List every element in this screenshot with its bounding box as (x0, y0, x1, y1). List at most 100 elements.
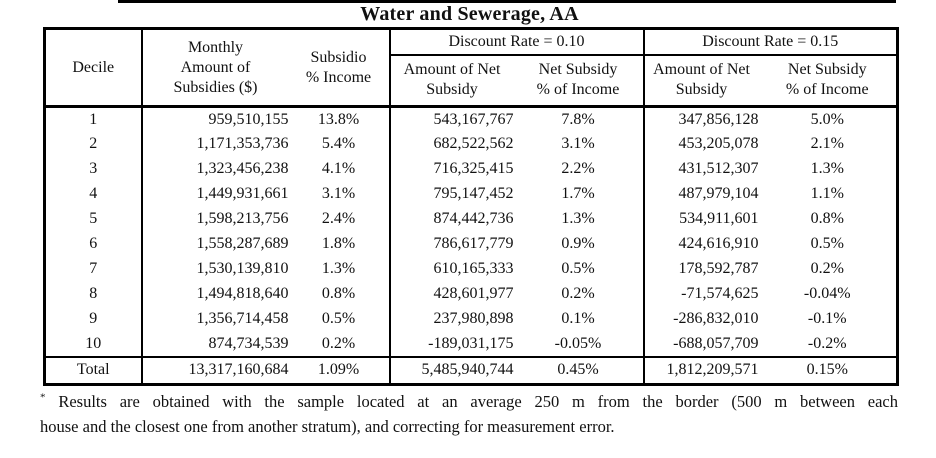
header-decile: Decile (44, 28, 142, 108)
footnote-text-1: Results are obtained with the sample loc… (58, 392, 899, 411)
table-row: 10 874,734,539 0.2% -189,031,175 -0.05% … (45, 331, 898, 357)
dr15-pct-cell: -0.1% (807, 310, 847, 327)
header-dr15-amount-net-subsidy: Amount of Net Subsidy (642, 54, 759, 108)
dr15-pct-cell: 0.8% (810, 210, 844, 227)
header-monthly-amount: Monthly Amount of Subsidies ($) (140, 28, 289, 108)
decile-cell: 3 (89, 160, 98, 177)
footnote: * Results are obtained with the sample l… (40, 389, 898, 439)
subsidio-pct-cell: 5.4% (321, 135, 356, 152)
dr10-amount-cell: 682,522,562 (388, 131, 514, 157)
dr15-pct-cell: 1.1% (810, 185, 844, 202)
dr15-pct-cell: 0.2% (810, 260, 844, 277)
total-dr10-pct-cell: 0.45% (513, 355, 644, 385)
header-subsidio-pct-income: Subsidio % Income (288, 28, 390, 108)
monthly-amount-cell: 1,449,931,661 (140, 181, 289, 207)
table-row: 8 1,494,818,640 0.8% 428,601,977 0.2% -7… (45, 281, 898, 307)
footnote-line-2: house and the closest one from another s… (40, 417, 615, 436)
dr10-amount-cell: 786,617,779 (388, 231, 514, 257)
dr15-pct-cell: 5.0% (810, 110, 844, 128)
table-body: 1 959,510,155 13.8% 543,167,767 7.8% 347… (44, 106, 898, 385)
dr10-amount-cell: -189,031,175 (388, 331, 514, 357)
header-dr10-net-subsidy-pct: Net Subsidy % of Income (513, 54, 644, 108)
dr10-pct-cell: -0.05% (554, 334, 602, 352)
monthly-amount-cell: 874,734,539 (140, 331, 289, 357)
decile-cell: 2 (89, 135, 98, 152)
footnote-marker: * (40, 391, 46, 404)
footnote-line-1: * Results are obtained with the sample l… (40, 389, 898, 414)
decile-cell: 4 (89, 185, 98, 202)
table-header: Decile Monthly Amount of Subsidies ($) S… (44, 28, 898, 108)
dr15-amount-cell: 534,911,601 (642, 206, 759, 232)
total-dr10-amount-cell: 5,485,940,744 (388, 355, 514, 385)
decile-cell: 6 (89, 235, 98, 252)
table-row: 4 1,449,931,661 3.1% 795,147,452 1.7% 48… (45, 181, 898, 207)
total-dr15-amount-cell: 1,812,209,571 (642, 355, 759, 385)
monthly-amount-cell: 1,356,714,458 (140, 306, 289, 332)
dr15-pct-cell: -0.2% (807, 334, 847, 352)
monthly-amount-cell: 1,171,353,736 (140, 131, 289, 157)
subsidio-pct-cell: 1.8% (321, 235, 356, 252)
subsidio-pct-cell: 1.3% (321, 260, 356, 277)
header-row-groups: Decile Monthly Amount of Subsidies ($) S… (44, 28, 898, 108)
header-discount-rate-010: Discount Rate = 0.10 (388, 28, 644, 56)
subsidio-pct-cell: 0.5% (321, 310, 356, 327)
monthly-amount-cell: 1,558,287,689 (140, 231, 289, 257)
subsidio-pct-cell: 3.1% (321, 185, 356, 202)
dr15-amount-cell: 178,592,787 (642, 256, 759, 282)
decile-cell: 9 (89, 310, 98, 327)
dr10-pct-cell: 3.1% (561, 135, 595, 152)
dr10-pct-cell: 0.9% (561, 235, 595, 252)
dr15-pct-cell: 1.3% (810, 160, 844, 177)
dr15-amount-cell: 424,616,910 (642, 231, 759, 257)
dr10-amount-cell: 874,442,736 (388, 206, 514, 232)
header-dr15-net-subsidy-pct: Net Subsidy % of Income (758, 54, 898, 108)
dr15-amount-cell: 347,856,128 (642, 106, 759, 132)
table-title: Water and Sewerage, AA (360, 3, 579, 25)
monthly-amount-cell: 959,510,155 (140, 106, 289, 132)
dr10-amount-cell: 428,601,977 (388, 281, 514, 307)
total-dr15-pct-cell: 0.15% (758, 355, 898, 385)
dr10-pct-cell: 2.2% (561, 160, 595, 177)
dr10-pct-cell: 0.5% (561, 260, 595, 277)
monthly-amount-cell: 1,323,456,238 (140, 156, 289, 182)
dr15-amount-cell: 487,979,104 (642, 181, 759, 207)
total-monthly-amount-cell: 13,317,160,684 (140, 355, 289, 385)
dr15-amount-cell: 453,205,078 (642, 131, 759, 157)
dr15-amount-cell: 431,512,307 (642, 156, 759, 182)
subsidio-pct-cell: 2.4% (321, 210, 356, 227)
table-row: 5 1,598,213,756 2.4% 874,442,736 1.3% 53… (45, 206, 898, 232)
dr10-pct-cell: 0.1% (561, 310, 595, 327)
table-row: 6 1,558,287,689 1.8% 786,617,779 0.9% 42… (45, 231, 898, 257)
dr15-pct-cell: 2.1% (810, 135, 844, 152)
dr15-amount-cell: -71,574,625 (642, 281, 759, 307)
table-row: 1 959,510,155 13.8% 543,167,767 7.8% 347… (45, 106, 898, 132)
monthly-amount-cell: 1,598,213,756 (140, 206, 289, 232)
header-discount-rate-015: Discount Rate = 0.15 (642, 28, 898, 56)
header-dr10-amount-net-subsidy: Amount of Net Subsidy (388, 54, 514, 108)
header-row-subcolumns: Amount of Net Subsidy Net Subsidy % of I… (45, 54, 898, 108)
subsidio-pct-cell: 0.2% (321, 334, 356, 352)
dr10-amount-cell: 610,165,333 (388, 256, 514, 282)
monthly-amount-cell: 1,494,818,640 (140, 281, 289, 307)
dr15-pct-cell: 0.5% (810, 235, 844, 252)
table-row: 7 1,530,139,810 1.3% 610,165,333 0.5% 17… (45, 256, 898, 282)
dr10-pct-cell: 1.3% (561, 210, 595, 227)
subsidio-pct-cell: 0.8% (321, 285, 356, 302)
total-row: Total 13,317,160,684 1.09% 5,485,940,744… (44, 355, 898, 385)
dr10-amount-cell: 795,147,452 (388, 181, 514, 207)
dr10-pct-cell: 1.7% (561, 185, 595, 202)
dr10-amount-cell: 716,325,415 (388, 156, 514, 182)
subsidio-pct-cell: 4.1% (321, 160, 356, 177)
total-label-cell: Total (44, 355, 142, 385)
dr15-amount-cell: -688,057,709 (642, 331, 759, 357)
table-row: 9 1,356,714,458 0.5% 237,980,898 0.1% -2… (45, 306, 898, 332)
dr10-pct-cell: 0.2% (561, 285, 595, 302)
decile-cell: 10 (85, 334, 102, 352)
dr10-pct-cell: 7.8% (561, 110, 595, 128)
decile-cell: 1 (89, 110, 98, 128)
monthly-amount-cell: 1,530,139,810 (140, 256, 289, 282)
total-subsidio-pct-cell: 1.09% (288, 355, 390, 385)
subsidio-pct-cell: 13.8% (317, 110, 360, 128)
dr10-amount-cell: 237,980,898 (388, 306, 514, 332)
